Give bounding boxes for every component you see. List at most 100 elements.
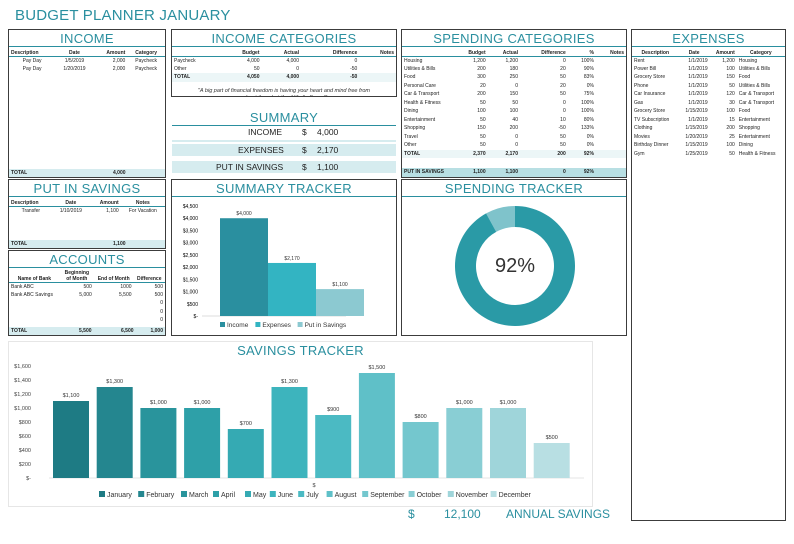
table-cell[interactable]: Birthday Dinner <box>634 142 669 149</box>
table-cell[interactable]: 0 <box>160 308 163 315</box>
table-cell[interactable]: 0 <box>562 108 566 115</box>
table-cell[interactable]: 1/20/2019 <box>685 133 708 140</box>
table-cell[interactable]: Entertainment <box>738 133 770 140</box>
table-cell[interactable]: Shopping <box>738 125 760 132</box>
table-row[interactable]: Gas 1/1/2019 30 Car & Transport <box>632 99 785 108</box>
table-cell[interactable]: 180 <box>509 65 518 72</box>
table-cell[interactable]: 0 <box>515 142 518 149</box>
table-cell[interactable]: 25 <box>729 133 735 140</box>
table-cell[interactable] <box>94 299 134 308</box>
table-cell[interactable]: Other <box>404 142 417 149</box>
table-row[interactable]: 0 <box>9 308 165 317</box>
table-cell[interactable] <box>596 107 626 116</box>
table-cell[interactable]: Paycheck <box>174 57 196 64</box>
table-cell[interactable]: 2,000 <box>112 65 126 72</box>
table-cell[interactable]: 0 <box>515 133 518 140</box>
table-cell[interactable] <box>596 124 626 133</box>
table-cell[interactable]: 500 <box>154 291 163 298</box>
table-cell[interactable]: 0 <box>160 300 163 307</box>
table-cell[interactable]: Grocery Store <box>634 108 666 115</box>
table-cell[interactable]: 30 <box>729 99 735 106</box>
bar-october[interactable] <box>446 408 483 478</box>
table-cell[interactable]: 100 <box>477 108 486 115</box>
bar-put-in-savings[interactable] <box>316 289 364 316</box>
table-cell[interactable]: 10 <box>560 116 566 123</box>
table-cell[interactable]: Car & Transport <box>404 91 440 98</box>
table-cell[interactable]: 1000 <box>120 283 132 290</box>
table-row[interactable]: Paycheck 4,000 4,000 0 <box>172 56 396 65</box>
table-cell[interactable]: Rent <box>634 57 645 64</box>
table-cell[interactable]: Movies <box>634 133 650 140</box>
bar-income[interactable] <box>220 218 268 316</box>
table-row[interactable]: Movies 1/20/2019 25 Entertainment <box>632 133 785 142</box>
bar-november[interactable] <box>490 408 526 478</box>
table-cell[interactable]: 0 <box>515 82 518 89</box>
table-cell[interactable]: 133% <box>581 125 594 132</box>
table-cell[interactable]: 300 <box>477 74 486 81</box>
table-cell[interactable] <box>359 65 396 74</box>
table-cell[interactable]: 250 <box>509 74 518 81</box>
table-cell[interactable] <box>596 141 626 150</box>
table-cell[interactable]: 1/15/2019 <box>685 125 708 132</box>
table-cell[interactable]: 0 <box>354 57 358 64</box>
table-cell[interactable]: 1/1/2019 <box>688 116 708 123</box>
bar-june[interactable] <box>271 387 308 478</box>
table-cell[interactable] <box>596 65 626 74</box>
table-cell[interactable]: 83% <box>583 74 594 81</box>
table-cell[interactable]: Pay Day <box>22 65 42 72</box>
table-row[interactable]: Clothing 1/15/2019 200 Shopping <box>632 124 785 133</box>
table-cell[interactable]: 75% <box>583 91 594 98</box>
table-cell[interactable]: 100% <box>581 99 594 106</box>
table-cell[interactable]: 90% <box>583 65 594 72</box>
table-cell[interactable]: Utilities & Bills <box>738 82 771 89</box>
table-cell[interactable]: 100% <box>581 57 594 64</box>
table-cell[interactable]: Car & Transport <box>738 99 775 106</box>
table-row[interactable]: Health & Fitness 50 50 0 100% <box>402 99 626 108</box>
table-cell[interactable] <box>596 56 626 65</box>
donut-slice-0[interactable] <box>455 206 575 326</box>
table-cell[interactable]: Power Bill <box>634 65 657 72</box>
table-row[interactable]: Birthday Dinner 1/15/2019 100 Dining <box>632 141 785 150</box>
bar-september[interactable] <box>402 422 439 478</box>
table-cell[interactable]: Dining <box>738 142 753 149</box>
table-cell[interactable]: 1/10/2019 <box>59 207 82 214</box>
table-cell[interactable]: 500 <box>83 283 92 290</box>
table-cell[interactable]: 50 <box>480 142 486 149</box>
table-cell[interactable]: Gas <box>634 99 644 106</box>
table-cell[interactable]: 20 <box>480 82 486 89</box>
bar-march[interactable] <box>140 408 177 478</box>
table-cell[interactable]: 200 <box>477 65 486 72</box>
table-cell[interactable] <box>94 316 134 325</box>
table-cell[interactable] <box>596 82 626 91</box>
table-row[interactable]: Other 50 0 -50 <box>172 65 396 74</box>
table-cell[interactable]: 1/20/2019 <box>63 65 86 72</box>
table-row[interactable]: Gym 1/25/2019 50 Health & Fitness <box>632 150 785 159</box>
bar-february[interactable] <box>96 387 133 478</box>
table-row[interactable]: Shopping 150 200 -50 133% <box>402 124 626 133</box>
table-cell[interactable]: Travel <box>404 133 418 140</box>
table-cell[interactable]: Food <box>738 74 751 81</box>
table-cell[interactable]: 120 <box>726 91 735 98</box>
table-cell[interactable] <box>60 308 94 317</box>
table-cell[interactable]: Paycheck <box>135 65 157 72</box>
table-cell[interactable]: 100 <box>726 142 735 149</box>
table-cell[interactable] <box>596 116 626 125</box>
table-row[interactable]: TV Subscription 1/1/2019 15 Entertainment <box>632 116 785 125</box>
table-cell[interactable]: Food <box>404 74 416 81</box>
table-row[interactable]: Pay Day 1/5/2019 2,000 Paycheck <box>9 56 165 65</box>
table-cell[interactable] <box>596 99 626 108</box>
table-cell[interactable]: Health & Fitness <box>738 150 776 157</box>
table-cell[interactable]: 50 <box>480 99 486 106</box>
table-cell[interactable]: 1/15/2019 <box>685 142 708 149</box>
table-row[interactable]: Dining 100 100 0 100% <box>402 107 626 116</box>
table-cell[interactable]: 5,000 <box>79 291 92 298</box>
table-cell[interactable]: 50 <box>560 74 566 81</box>
table-cell[interactable]: 0% <box>586 133 594 140</box>
table-row[interactable]: 0 <box>9 299 165 308</box>
table-cell[interactable]: 1/5/2019 <box>64 57 85 64</box>
table-row[interactable]: Bank ABC Savings 5,000 5,500 500 <box>9 291 165 300</box>
donut-slice-1[interactable] <box>486 206 515 232</box>
table-cell[interactable] <box>9 308 60 317</box>
table-cell[interactable]: 50 <box>480 133 486 140</box>
table-cell[interactable]: 20 <box>560 82 566 89</box>
